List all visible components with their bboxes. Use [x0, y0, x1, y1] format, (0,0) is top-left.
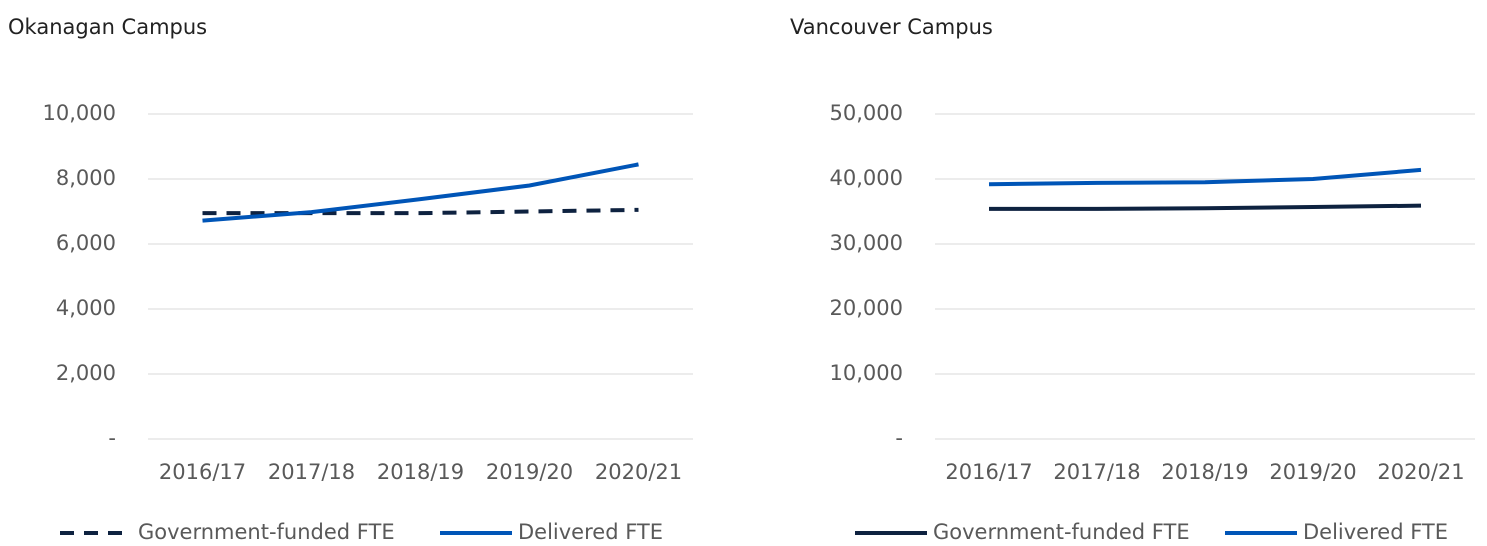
y-tick-label: 6,000 [56, 231, 116, 255]
series-line [989, 203, 1422, 211]
y-tick-label: 4,000 [56, 296, 116, 320]
series-line [202, 207, 639, 216]
chart-title: Okanagan Campus [8, 15, 207, 39]
x-tick-label: 2020/21 [595, 460, 682, 484]
x-tick-label: 2018/19 [1161, 460, 1248, 484]
x-tick-label: 2017/18 [1053, 460, 1140, 484]
y-tick-label: 50,000 [830, 101, 903, 125]
y-tick-label: 30,000 [830, 231, 903, 255]
chart: Okanagan Campus - 2,000 4,000 6,000 8,000 10,0… [8, 15, 693, 544]
y-tick-label: - [108, 426, 116, 450]
x-tick-label: 2018/19 [377, 460, 464, 484]
x-tick-label: 2019/20 [486, 460, 573, 484]
y-tick-label: 40,000 [830, 166, 903, 190]
series-line [202, 162, 639, 223]
x-tick-label: 2016/17 [945, 460, 1032, 484]
chart: Vancouver Campus - 10,000 20,000 30,000 40,00… [790, 15, 1475, 544]
legend-label: Government-funded FTE [933, 520, 1190, 544]
x-tick-label: 2017/18 [268, 460, 355, 484]
x-tick-label: 2016/17 [159, 460, 246, 484]
chart-title: Vancouver Campus [790, 15, 993, 39]
y-tick-label: 2,000 [56, 361, 116, 385]
y-tick-label: 8,000 [56, 166, 116, 190]
legend-label: Delivered FTE [1303, 520, 1448, 544]
legend-label: Delivered FTE [518, 520, 663, 544]
y-tick-label: 10,000 [830, 361, 903, 385]
legend-label: Government-funded FTE [138, 520, 395, 544]
series-line [988, 167, 1422, 187]
y-tick-label: 20,000 [830, 296, 903, 320]
x-tick-label: 2019/20 [1269, 460, 1356, 484]
y-tick-label: 10,000 [43, 101, 116, 125]
y-tick-label: - [895, 426, 903, 450]
x-tick-label: 2020/21 [1377, 460, 1464, 484]
